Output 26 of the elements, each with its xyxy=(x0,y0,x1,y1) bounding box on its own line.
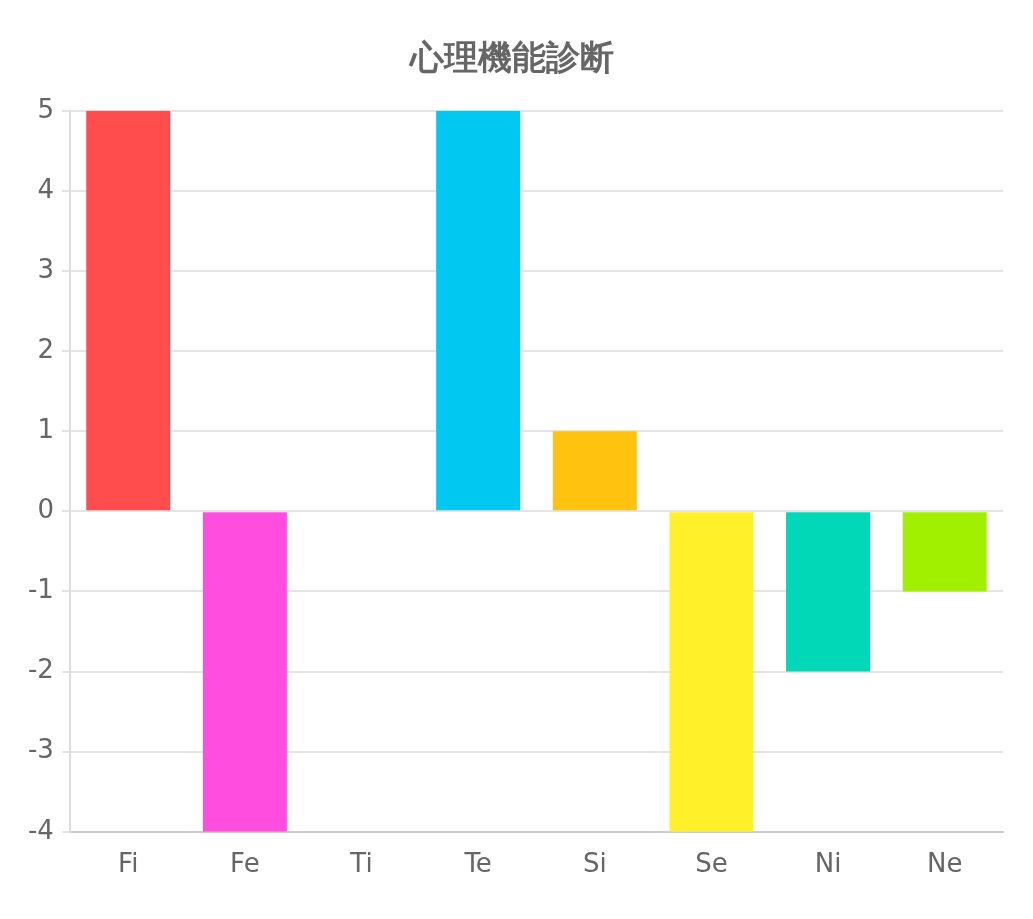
x-tick-label: Ti xyxy=(349,848,373,879)
y-tick-label: -4 xyxy=(27,814,54,845)
bar xyxy=(902,512,987,592)
x-tick-label: Si xyxy=(582,848,607,879)
y-tick-label: 0 xyxy=(37,494,54,525)
y-tick-label: 2 xyxy=(37,333,54,364)
y-tick-label: -2 xyxy=(27,654,54,685)
y-tick-label: 3 xyxy=(37,253,54,284)
bar xyxy=(552,431,637,511)
bar xyxy=(786,512,871,672)
bar xyxy=(669,512,754,832)
y-tick-label: 5 xyxy=(37,93,54,124)
x-tick-label: Fe xyxy=(230,848,260,879)
x-tick-label: Ni xyxy=(814,848,842,879)
x-tick-label: Ne xyxy=(926,848,963,879)
x-tick-label: Fi xyxy=(118,848,139,879)
y-tick-label: 1 xyxy=(37,413,54,444)
x-tick-label: Se xyxy=(695,848,728,879)
y-tick-label: -3 xyxy=(27,734,54,765)
chart-title: 心理機能診断 xyxy=(407,37,614,78)
y-tick-label: -1 xyxy=(27,574,54,605)
bar xyxy=(202,512,287,832)
bar xyxy=(86,110,171,511)
y-tick-label: 4 xyxy=(37,173,54,204)
bar xyxy=(436,110,521,511)
x-tick-label: Te xyxy=(463,848,492,879)
